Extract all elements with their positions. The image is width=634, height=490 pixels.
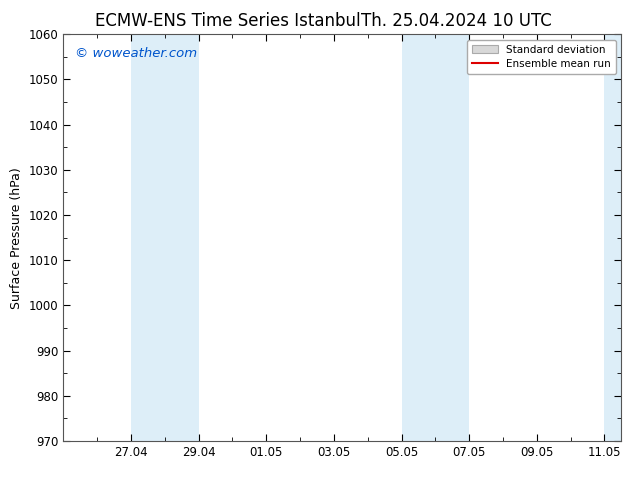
Text: ECMW-ENS Time Series Istanbul: ECMW-ENS Time Series Istanbul — [96, 12, 361, 30]
Text: Th. 25.04.2024 10 UTC: Th. 25.04.2024 10 UTC — [361, 12, 552, 30]
Text: © woweather.com: © woweather.com — [75, 47, 197, 59]
Y-axis label: Surface Pressure (hPa): Surface Pressure (hPa) — [10, 167, 23, 309]
Bar — [131, 34, 198, 441]
Bar — [401, 34, 469, 441]
Bar — [604, 34, 621, 441]
Legend: Standard deviation, Ensemble mean run: Standard deviation, Ensemble mean run — [467, 40, 616, 74]
